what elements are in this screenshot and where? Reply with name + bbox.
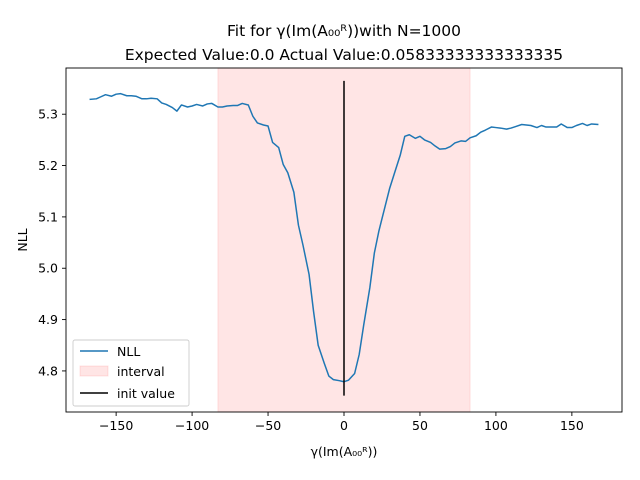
y-tick-label: 4.9 [38,312,58,327]
x-axis-label: γ(Im(A₀₀ᴿ)) [311,444,378,459]
x-tick-label: 50 [412,418,428,433]
y-tick-label: 5.1 [38,209,58,224]
y-tick-label: 5.3 [38,107,58,122]
legend-box [72,339,190,407]
legend-nll-label: NLL [117,344,140,359]
y-axis-ticks: 4.8 4.9 5.0 5.1 5.2 5.3 [38,107,66,378]
legend-init-label: init value [117,386,175,401]
legend: NLL interval init value [72,339,190,407]
legend-interval-swatch [79,365,109,377]
x-tick-label: 150 [560,418,584,433]
x-tick-label: −50 [255,418,281,433]
x-tick-label: 0 [340,418,348,433]
y-tick-label: 5.2 [38,158,58,173]
x-tick-label: −150 [99,418,133,433]
x-tick-label: 100 [484,418,508,433]
x-axis-ticks: −150 −100 −50 0 50 100 150 [99,412,584,433]
legend-interval-label: interval [117,364,165,379]
y-tick-label: 5.0 [38,261,58,276]
chart-title: Fit for γ(Im(A₀₀ᴿ))with N=1000 [227,22,461,40]
x-tick-label: −100 [175,418,209,433]
y-tick-label: 4.8 [38,363,58,378]
y-axis-label: NLL [15,228,30,251]
chart-subtitle: Expected Value:0.0 Actual Value:0.058333… [125,46,563,64]
